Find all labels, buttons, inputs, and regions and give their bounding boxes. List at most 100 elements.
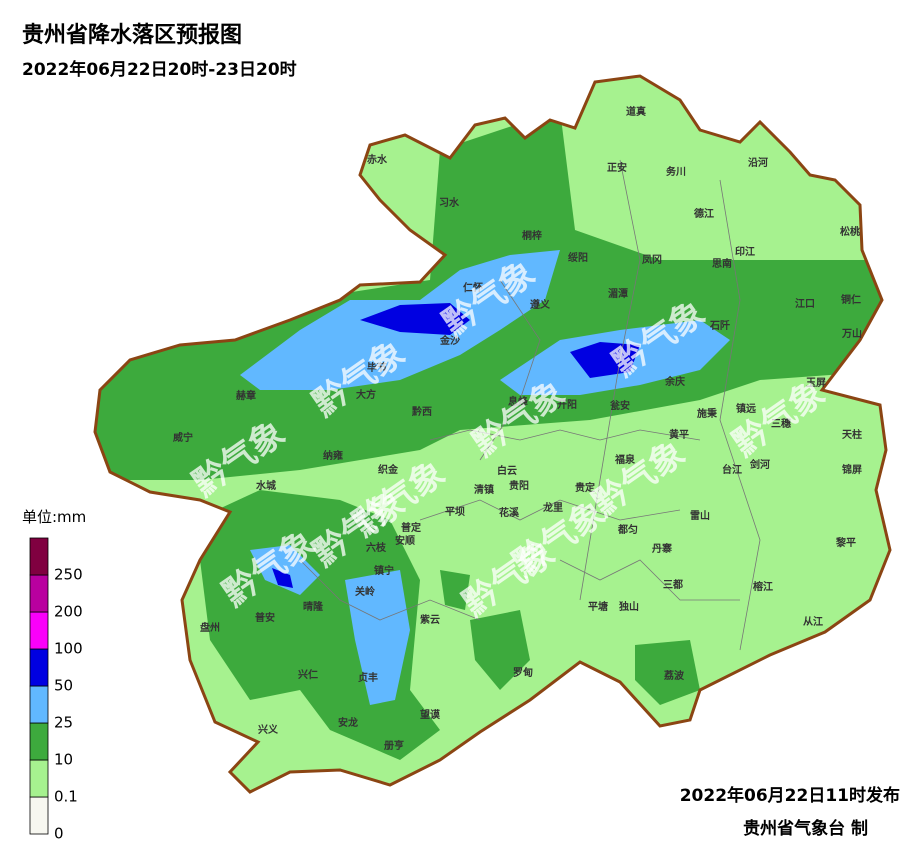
county-label: 遵义 <box>530 298 551 311</box>
county-label: 桐梓 <box>522 229 542 242</box>
county-label: 镇远 <box>736 402 756 415</box>
county-label: 瓮安 <box>610 399 630 412</box>
county-label: 关岭 <box>355 585 375 598</box>
county-label: 福泉 <box>614 453 636 466</box>
county-label: 松桃 <box>840 225 860 238</box>
county-label: 白云 <box>497 464 517 477</box>
county-label: 水城 <box>255 479 276 492</box>
county-label: 凤冈 <box>642 254 662 266</box>
county-label: 花溪 <box>499 506 520 519</box>
legend-swatch <box>29 611 49 650</box>
county-label: 德江 <box>693 207 714 220</box>
county-label: 荔波 <box>663 669 685 682</box>
county-label: 贵阳 <box>509 479 529 492</box>
county-label: 独山 <box>619 600 639 613</box>
county-label: 从江 <box>803 615 823 628</box>
legend-label: 100 <box>54 640 83 658</box>
county-label: 仁怀 <box>463 281 483 294</box>
county-label: 金沙 <box>439 334 460 347</box>
title: 贵州省降水落区预报图 <box>22 23 242 48</box>
subtitle: 2022年06月22日20时-23日20时 <box>22 59 297 80</box>
county-label: 贵定 <box>575 481 595 494</box>
agency: 贵州省气象台 制 <box>743 818 868 839</box>
county-label: 思南 <box>712 257 732 270</box>
county-label: 赫章 <box>236 389 256 402</box>
county-label: 锦屏 <box>842 463 862 476</box>
county-label: 清镇 <box>474 483 494 496</box>
county-label: 三穗 <box>771 417 791 430</box>
legend-label: 25 <box>54 714 73 732</box>
county-borders <box>299 159 761 651</box>
county-label: 龙里 <box>542 501 563 514</box>
county-label: 织金 <box>378 463 399 476</box>
county-label: 石阡 <box>709 319 730 332</box>
rain-moderate <box>440 570 700 705</box>
county-label: 玉屏 <box>806 377 826 389</box>
county-label: 兴义 <box>258 723 279 736</box>
legend-label: 250 <box>54 566 83 584</box>
county-label: 绥阳 <box>568 251 588 264</box>
county-label: 施秉 <box>697 407 718 420</box>
county-label: 万山 <box>841 327 862 340</box>
rain-fill <box>95 76 890 792</box>
county-label: 印江 <box>735 245 755 258</box>
county-label: 大方 <box>356 388 376 401</box>
county-label: 盘州 <box>200 621 220 634</box>
legend-swatch <box>29 722 49 761</box>
county-label: 兴仁 <box>298 668 318 681</box>
county-label: 剑河 <box>749 458 770 471</box>
county-label: 安龙 <box>338 716 358 729</box>
county-label: 都匀 <box>617 523 638 536</box>
county-label: 黎平 <box>836 536 856 549</box>
county-label: 安顺 <box>395 534 415 547</box>
county-label: 黄平 <box>669 428 689 441</box>
legend-label: 200 <box>54 603 83 621</box>
legend-swatch <box>29 537 49 576</box>
county-label: 榕江 <box>753 580 773 593</box>
county-label: 习水 <box>439 196 460 209</box>
legend: 0 0.1 10 25 50 100 200 250 <box>29 537 83 843</box>
county-label: 三都 <box>663 578 683 591</box>
legend-swatch <box>29 648 49 687</box>
county-label: 紫云 <box>420 613 440 626</box>
county-label: 晴隆 <box>303 600 324 613</box>
county-label: 贞丰 <box>358 671 378 684</box>
legend-swatch <box>29 759 49 798</box>
legend-unit: 单位:mm <box>22 508 86 526</box>
legend-label: 10 <box>54 751 73 769</box>
legend-swatch <box>29 574 49 613</box>
county-label: 江口 <box>795 297 815 310</box>
county-label: 普安 <box>255 611 275 624</box>
county-label: 开阳 <box>557 399 577 411</box>
county-label: 平坝 <box>445 505 465 518</box>
county-label: 道真 <box>626 105 646 118</box>
county-label: 天柱 <box>842 428 862 441</box>
county-label: 正安 <box>607 161 627 174</box>
county-label: 六枝 <box>366 541 387 554</box>
county-label: 纳雍 <box>323 449 343 462</box>
county-label: 平塘 <box>588 600 608 613</box>
county-label: 息烽 <box>508 395 529 408</box>
county-label: 赤水 <box>367 153 388 166</box>
county-label: 普定 <box>401 521 421 534</box>
county-label: 镇宁 <box>374 564 394 577</box>
county-label: 台江 <box>722 463 742 476</box>
county-label: 毕节 <box>367 361 387 374</box>
county-label: 望谟 <box>420 708 441 721</box>
legend-swatch <box>29 685 49 724</box>
county-label: 湄潭 <box>608 287 628 300</box>
county-label: 沿河 <box>748 156 768 169</box>
county-label: 丹寨 <box>652 542 672 555</box>
county-label: 威宁 <box>173 431 193 444</box>
county-label: 余庆 <box>664 375 685 388</box>
legend-label: 0 <box>54 825 64 843</box>
county-label: 雷山 <box>690 509 710 522</box>
legend-label: 0.1 <box>54 788 78 806</box>
legend-label: 50 <box>54 677 73 695</box>
county-label: 册亨 <box>384 739 404 752</box>
county-label: 罗甸 <box>513 666 533 679</box>
county-label: 黔西 <box>412 405 432 418</box>
legend-swatch <box>29 796 49 835</box>
